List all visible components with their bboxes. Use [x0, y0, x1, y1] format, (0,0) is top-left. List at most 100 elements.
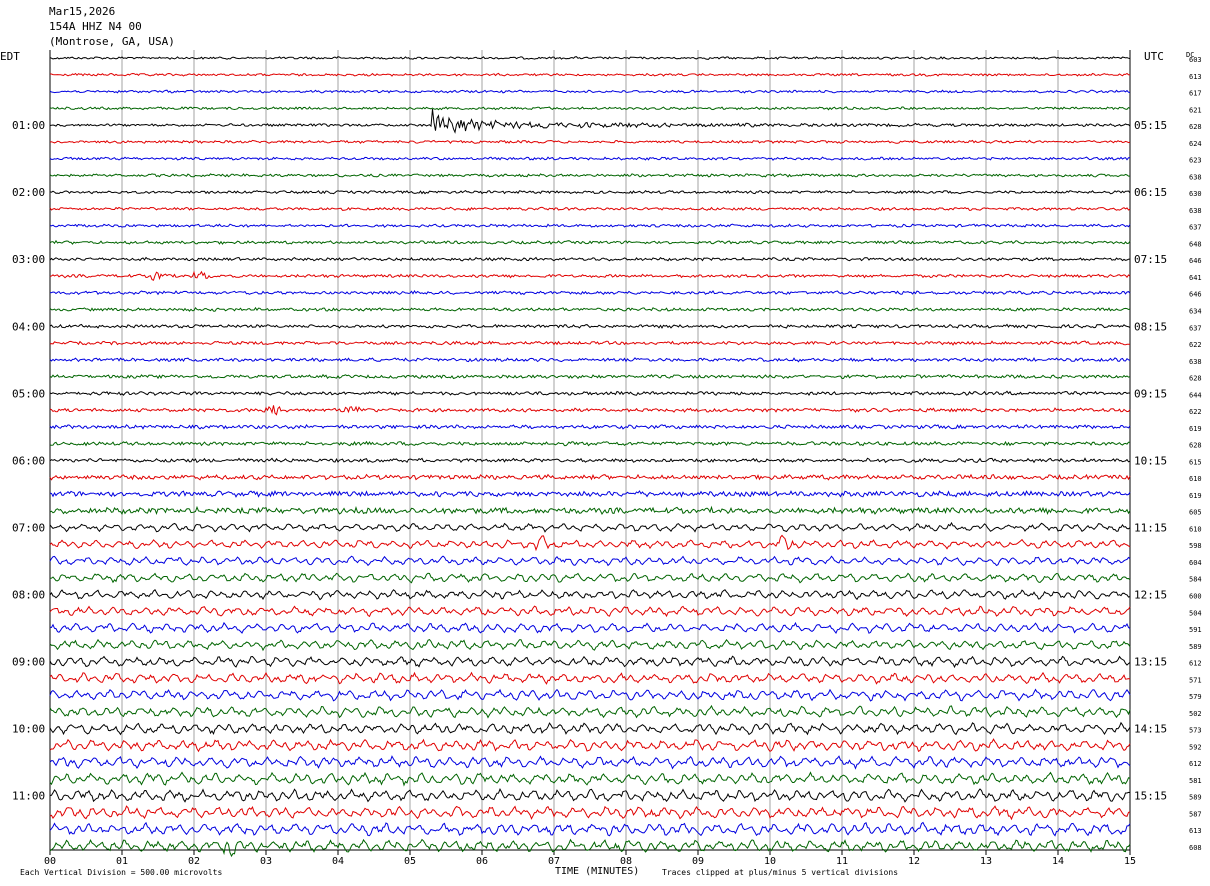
- seismic-trace: [49, 555, 1131, 567]
- dc-value-label: 504: [1189, 609, 1202, 617]
- dc-value-label: 502: [1189, 710, 1202, 718]
- right-hour-label: 07:15: [1134, 253, 1167, 266]
- right-hour-label: 10:15: [1134, 454, 1167, 467]
- dc-value-label: 608: [1189, 844, 1202, 852]
- dc-value-label: 615: [1189, 458, 1202, 466]
- x-tick-label: 02: [188, 856, 200, 867]
- dc-value-label: 630: [1189, 190, 1202, 198]
- dc-header-label: DC: [1186, 51, 1194, 59]
- dc-value-label: 604: [1189, 559, 1202, 567]
- seismic-trace: [49, 788, 1131, 803]
- seismic-trace: [49, 621, 1131, 634]
- dc-value-label: 589: [1189, 794, 1202, 802]
- x-tick-label: 10: [764, 856, 776, 867]
- dc-value-label: 598: [1189, 542, 1202, 550]
- seismic-trace: [49, 89, 1131, 94]
- dc-value-label: 624: [1189, 140, 1202, 148]
- seismic-trace: [49, 156, 1130, 161]
- x-tick-label: 01: [116, 856, 128, 867]
- dc-value-label: 603: [1189, 56, 1202, 64]
- seismic-trace: [49, 390, 1130, 397]
- x-tick-label: 03: [260, 856, 272, 867]
- dc-value-label: 641: [1189, 274, 1202, 282]
- seismic-trace: [49, 771, 1131, 787]
- left-timezone-label: EDT: [0, 50, 20, 63]
- seismic-trace: [49, 109, 1131, 134]
- x-tick-label: 04: [332, 856, 344, 867]
- dc-value-label: 638: [1189, 173, 1202, 181]
- x-tick-label: 14: [1052, 856, 1064, 867]
- dc-value-label: 628: [1189, 123, 1202, 131]
- left-hour-label: 09:00: [12, 656, 45, 669]
- seismic-trace: [49, 721, 1131, 736]
- dc-value-label: 573: [1189, 727, 1202, 735]
- x-tick-label: 06: [476, 856, 488, 867]
- seismic-trace: [49, 270, 1131, 281]
- seismic-trace: [49, 688, 1131, 702]
- seismic-trace: [49, 173, 1130, 178]
- header-station: 154A HHZ N4 00: [49, 20, 142, 33]
- dc-value-label: 634: [1189, 307, 1202, 315]
- left-hour-label: 05:00: [12, 387, 45, 400]
- x-axis-title: TIME (MINUTES): [555, 866, 639, 877]
- seismic-trace: [49, 306, 1131, 312]
- seismic-trace: [49, 704, 1131, 719]
- left-hour-label: 06:00: [12, 454, 45, 467]
- seismic-trace: [49, 256, 1131, 262]
- left-hour-label: 08:00: [12, 589, 45, 602]
- right-hour-label: 14:15: [1134, 723, 1167, 736]
- seismic-trace: [49, 473, 1131, 481]
- seismic-trace: [49, 457, 1131, 464]
- seismic-trace: [49, 638, 1131, 652]
- seismic-trace: [49, 505, 1131, 516]
- seismic-trace: [50, 72, 1131, 77]
- dc-value-label: 579: [1189, 693, 1202, 701]
- seismic-trace: [49, 489, 1131, 498]
- right-hour-label: 05:15: [1134, 119, 1167, 132]
- dc-value-label: 638: [1189, 207, 1202, 215]
- seismic-trace: [49, 323, 1131, 329]
- seismic-trace: [49, 821, 1131, 837]
- left-hour-label: 03:00: [12, 253, 45, 266]
- dc-value-label: 619: [1189, 492, 1202, 500]
- seismic-trace: [49, 521, 1131, 533]
- seismic-trace: [49, 206, 1131, 212]
- right-hour-label: 06:15: [1134, 186, 1167, 199]
- dc-value-label: 612: [1189, 760, 1202, 768]
- seismic-trace: [49, 534, 1131, 552]
- dc-value-label: 622: [1189, 341, 1202, 349]
- right-hour-label: 09:15: [1134, 387, 1167, 400]
- dc-value-label: 628: [1189, 442, 1202, 450]
- scale-note: Each Vertical Division = 500.00 microvol…: [20, 868, 222, 877]
- left-hour-label: 07:00: [12, 521, 45, 534]
- dc-value-label: 617: [1189, 90, 1202, 98]
- x-tick-label: 15: [1124, 856, 1136, 867]
- dc-value-label: 587: [1189, 810, 1202, 818]
- right-hour-label: 13:15: [1134, 656, 1167, 669]
- dc-value-label: 648: [1189, 240, 1202, 248]
- dc-value-label: 637: [1189, 224, 1202, 232]
- seismic-trace: [49, 189, 1131, 195]
- dc-value-label: 592: [1189, 743, 1202, 751]
- seismic-trace: [49, 106, 1131, 111]
- x-tick-label: 07: [548, 856, 560, 867]
- dc-value-label: 610: [1189, 475, 1202, 483]
- seismic-trace: [49, 440, 1130, 447]
- header-location: (Montrose, GA, USA): [49, 35, 175, 48]
- dc-value-label: 622: [1189, 408, 1202, 416]
- right-hour-label: 12:15: [1134, 589, 1167, 602]
- seismic-trace: [49, 805, 1131, 821]
- seismic-trace: [49, 56, 1131, 60]
- x-tick-label: 13: [980, 856, 992, 867]
- dc-value-label: 628: [1189, 375, 1202, 383]
- seismic-trace: [49, 405, 1131, 416]
- x-tick-label: 12: [908, 856, 920, 867]
- seismic-trace: [49, 423, 1131, 430]
- dc-value-label: 605: [1189, 509, 1202, 517]
- left-hour-label: 11:00: [12, 790, 45, 803]
- dc-value-label: 612: [1189, 660, 1202, 668]
- grid-lines: [49, 50, 1131, 855]
- dc-value-label: 613: [1189, 73, 1202, 81]
- left-hour-label: 02:00: [12, 186, 45, 199]
